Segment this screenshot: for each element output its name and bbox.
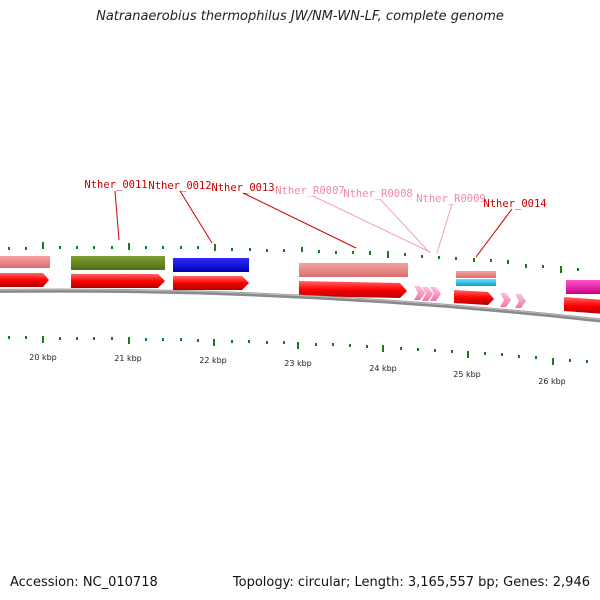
rna-arrow[interactable] <box>515 294 526 308</box>
cds-arrow[interactable] <box>71 274 165 288</box>
accession-text: Accession: NC_010718 <box>10 575 158 590</box>
feature-block-salmon-left[interactable] <box>0 256 50 268</box>
rna-arrow[interactable] <box>414 286 425 300</box>
feature-label-nther-0011[interactable]: Nther_0011 <box>84 179 147 191</box>
upper-tick-row <box>8 242 579 273</box>
map-title: Natranaerobius thermophilus JW/NM-WN-LF,… <box>96 9 504 24</box>
feature-label-nther-0012[interactable]: Nther_0012 <box>148 180 211 192</box>
cds-arrow-track <box>0 273 600 314</box>
leader-line <box>475 208 513 258</box>
leader-line <box>312 195 431 253</box>
scale-label: 22 kbp <box>199 356 227 365</box>
rna-arrow[interactable] <box>422 287 433 301</box>
scale-label: 23 kbp <box>284 359 312 368</box>
label-leaders <box>114 190 513 258</box>
feature-block-cyan[interactable] <box>456 279 496 286</box>
scale-label: 26 kbp <box>538 377 566 386</box>
cds-arrow[interactable] <box>0 273 49 287</box>
leader-line <box>379 198 431 254</box>
feature-block-salmon-small[interactable] <box>456 271 496 278</box>
rna-arrow[interactable] <box>500 293 511 307</box>
scale-label: 20 kbp <box>29 353 57 362</box>
outer-feature-track <box>0 256 600 294</box>
feature-block-blue[interactable] <box>173 258 249 272</box>
scale-tick-row <box>8 336 588 365</box>
feature-labels: Nther_0011 Nther_0012 Nther_0013 Nther_R… <box>84 179 546 210</box>
feature-label-nther-0013[interactable]: Nther_0013 <box>211 182 274 194</box>
cds-arrow[interactable] <box>454 290 494 305</box>
feature-label-nther-r0007[interactable]: Nther_R0007 <box>275 185 345 197</box>
feature-label-nther-0014[interactable]: Nther_0014 <box>483 198 546 210</box>
scale-labels: 20 kbp 21 kbp 22 kbp 23 kbp 24 kbp 25 kb… <box>29 353 566 386</box>
leader-line <box>179 190 213 244</box>
cds-arrow[interactable] <box>299 281 407 298</box>
scale-label: 24 kbp <box>369 364 397 373</box>
cds-arrow[interactable] <box>564 297 600 314</box>
feature-label-nther-r0009[interactable]: Nther_R0009 <box>416 193 486 205</box>
scale-label: 21 kbp <box>114 354 142 363</box>
leader-line <box>114 190 120 241</box>
genome-backbone <box>0 288 600 323</box>
feature-label-nther-r0008[interactable]: Nther_R0008 <box>343 188 413 200</box>
feature-block-magenta[interactable] <box>566 280 600 294</box>
cds-arrow[interactable] <box>173 276 249 290</box>
leader-line <box>436 203 453 254</box>
feature-block-salmon-mid[interactable] <box>299 263 408 277</box>
genome-summary-text: Topology: circular; Length: 3,165,557 bp… <box>232 575 590 590</box>
leader-line <box>242 192 357 249</box>
scale-label: 25 kbp <box>453 370 481 379</box>
rna-arrow[interactable] <box>430 287 441 301</box>
feature-block-olive[interactable] <box>71 256 165 270</box>
